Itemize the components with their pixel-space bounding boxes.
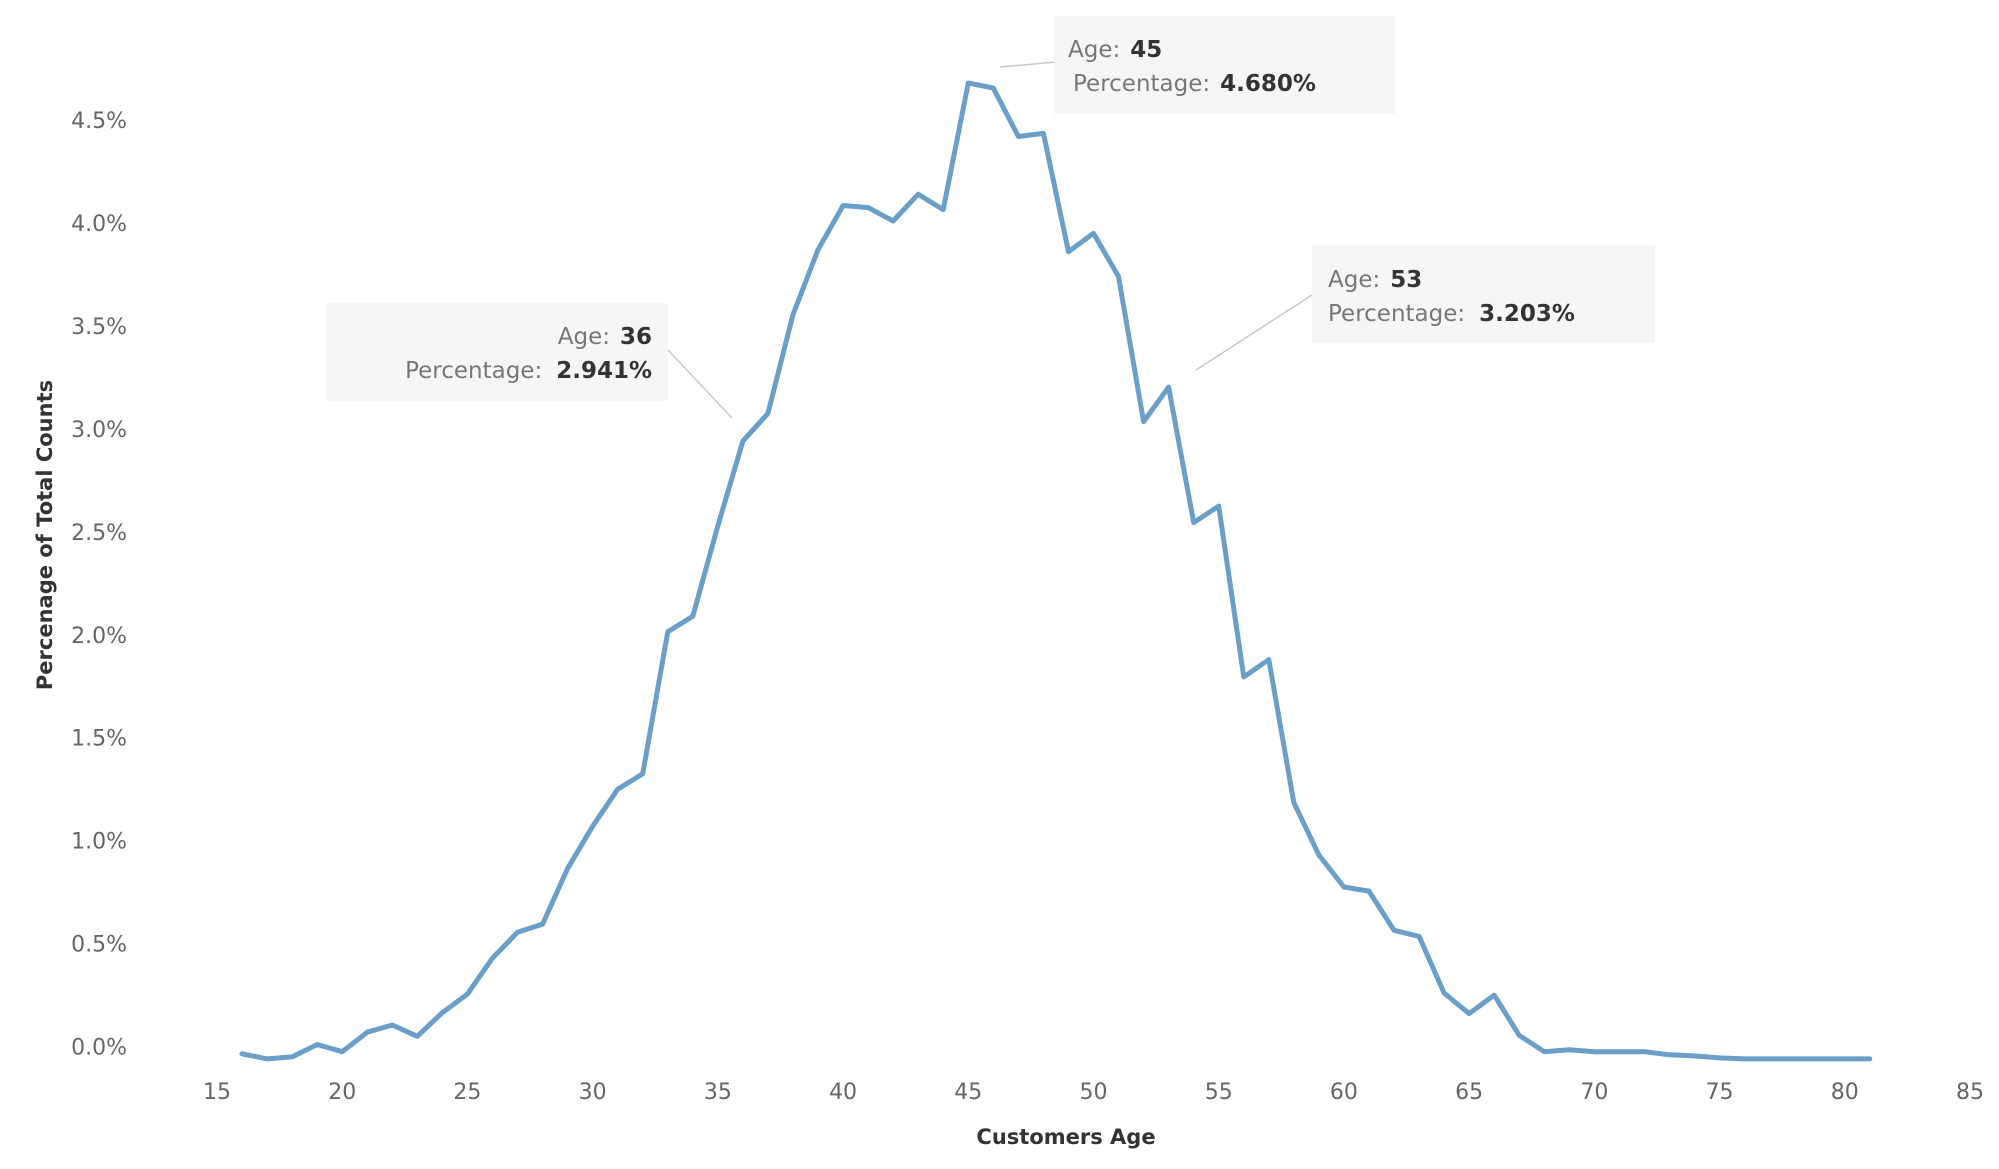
- x-tick-label: 40: [829, 1080, 857, 1105]
- x-tick-label: 30: [579, 1080, 607, 1105]
- x-tick-label: 85: [1956, 1080, 1984, 1105]
- y-tick-label: 1.5%: [71, 727, 127, 752]
- annotation-age-value: 36: [620, 324, 652, 350]
- x-tick-label: 60: [1330, 1080, 1358, 1105]
- y-tick-label: 4.5%: [71, 109, 127, 134]
- x-tick-label: 70: [1580, 1080, 1608, 1105]
- annotation-pct-value: 4.680%: [1220, 71, 1316, 97]
- x-tick-label: 35: [704, 1080, 732, 1105]
- x-axis-title: Customers Age: [976, 1125, 1155, 1149]
- annotation-leader-53: [1195, 294, 1313, 371]
- annotation-age-key: Age:: [1328, 267, 1380, 293]
- x-tick-label: 75: [1706, 1080, 1734, 1105]
- annotation-pct-line-36: Percentage: 2.941%: [405, 358, 652, 384]
- annotation-age-value: 45: [1130, 37, 1162, 63]
- y-axis-title: Percenage of Total Counts: [33, 380, 57, 690]
- annotation-age-36: Age: 36 Percentage: 2.941%: [326, 303, 733, 419]
- y-tick-label: 2.0%: [71, 624, 127, 649]
- y-tick-label: 0.0%: [71, 1036, 127, 1061]
- y-tick-label: 3.0%: [71, 418, 127, 443]
- x-tick-label: 15: [203, 1080, 231, 1105]
- x-tick-label: 20: [328, 1080, 356, 1105]
- annotation-pct-line-45: Percentage: 4.680%: [1073, 71, 1316, 97]
- annotation-box-53: [1312, 245, 1655, 343]
- annotation-age-45: Age: 45 Percentage: 4.680%: [999, 16, 1395, 114]
- x-tick-label: 25: [453, 1080, 481, 1105]
- annotation-age-line-36: Age: 36: [558, 324, 652, 350]
- annotation-leader-45: [999, 61, 1057, 68]
- y-tick-label: 0.5%: [71, 933, 127, 958]
- annotation-pct-key: Percentage:: [1328, 301, 1465, 327]
- y-tick-label: 4.0%: [71, 212, 127, 237]
- annotation-age-key: Age:: [1068, 37, 1120, 63]
- series-group: [239, 80, 1873, 1062]
- x-tick-label: 45: [954, 1080, 982, 1105]
- x-tick-label: 55: [1205, 1080, 1233, 1105]
- annotation-leader-36: [667, 349, 733, 419]
- annotation-pct-key: Percentage:: [405, 358, 542, 384]
- annotation-pct-line-53: Percentage: 3.203%: [1328, 301, 1575, 327]
- x-tick-label: 65: [1455, 1080, 1483, 1105]
- annotation-age-key: Age:: [558, 324, 610, 350]
- y-tick-label: 3.5%: [71, 315, 127, 340]
- annotation-age-value: 53: [1390, 267, 1422, 293]
- annotation-age-53: Age: 53 Percentage: 3.203%: [1195, 245, 1655, 371]
- annotation-age-line-53: Age: 53: [1328, 267, 1422, 293]
- y-tick-label: 1.0%: [71, 830, 127, 855]
- annotation-age-line-45: Age: 45: [1068, 37, 1162, 63]
- y-axis-ticks: 0.0% 0.5% 1.0% 1.5% 2.0% 2.5% 3.0% 3.5% 4.0% 4.5%: [71, 109, 127, 1061]
- annotation-box-36: [326, 303, 668, 401]
- annotation-box-45: [1054, 16, 1395, 114]
- annotation-pct-value: 2.941%: [556, 358, 652, 384]
- annotation-pct-key: Percentage:: [1073, 71, 1210, 97]
- y-tick-label: 2.5%: [71, 521, 127, 546]
- x-tick-label: 80: [1831, 1080, 1859, 1105]
- x-axis-ticks: 15 20 25 30 35 40 45 50 55 60 65 70 75 80 85: [203, 1080, 1984, 1105]
- series-line: [239, 80, 1873, 1062]
- x-tick-label: 50: [1080, 1080, 1108, 1105]
- annotation-pct-value: 3.203%: [1479, 301, 1575, 327]
